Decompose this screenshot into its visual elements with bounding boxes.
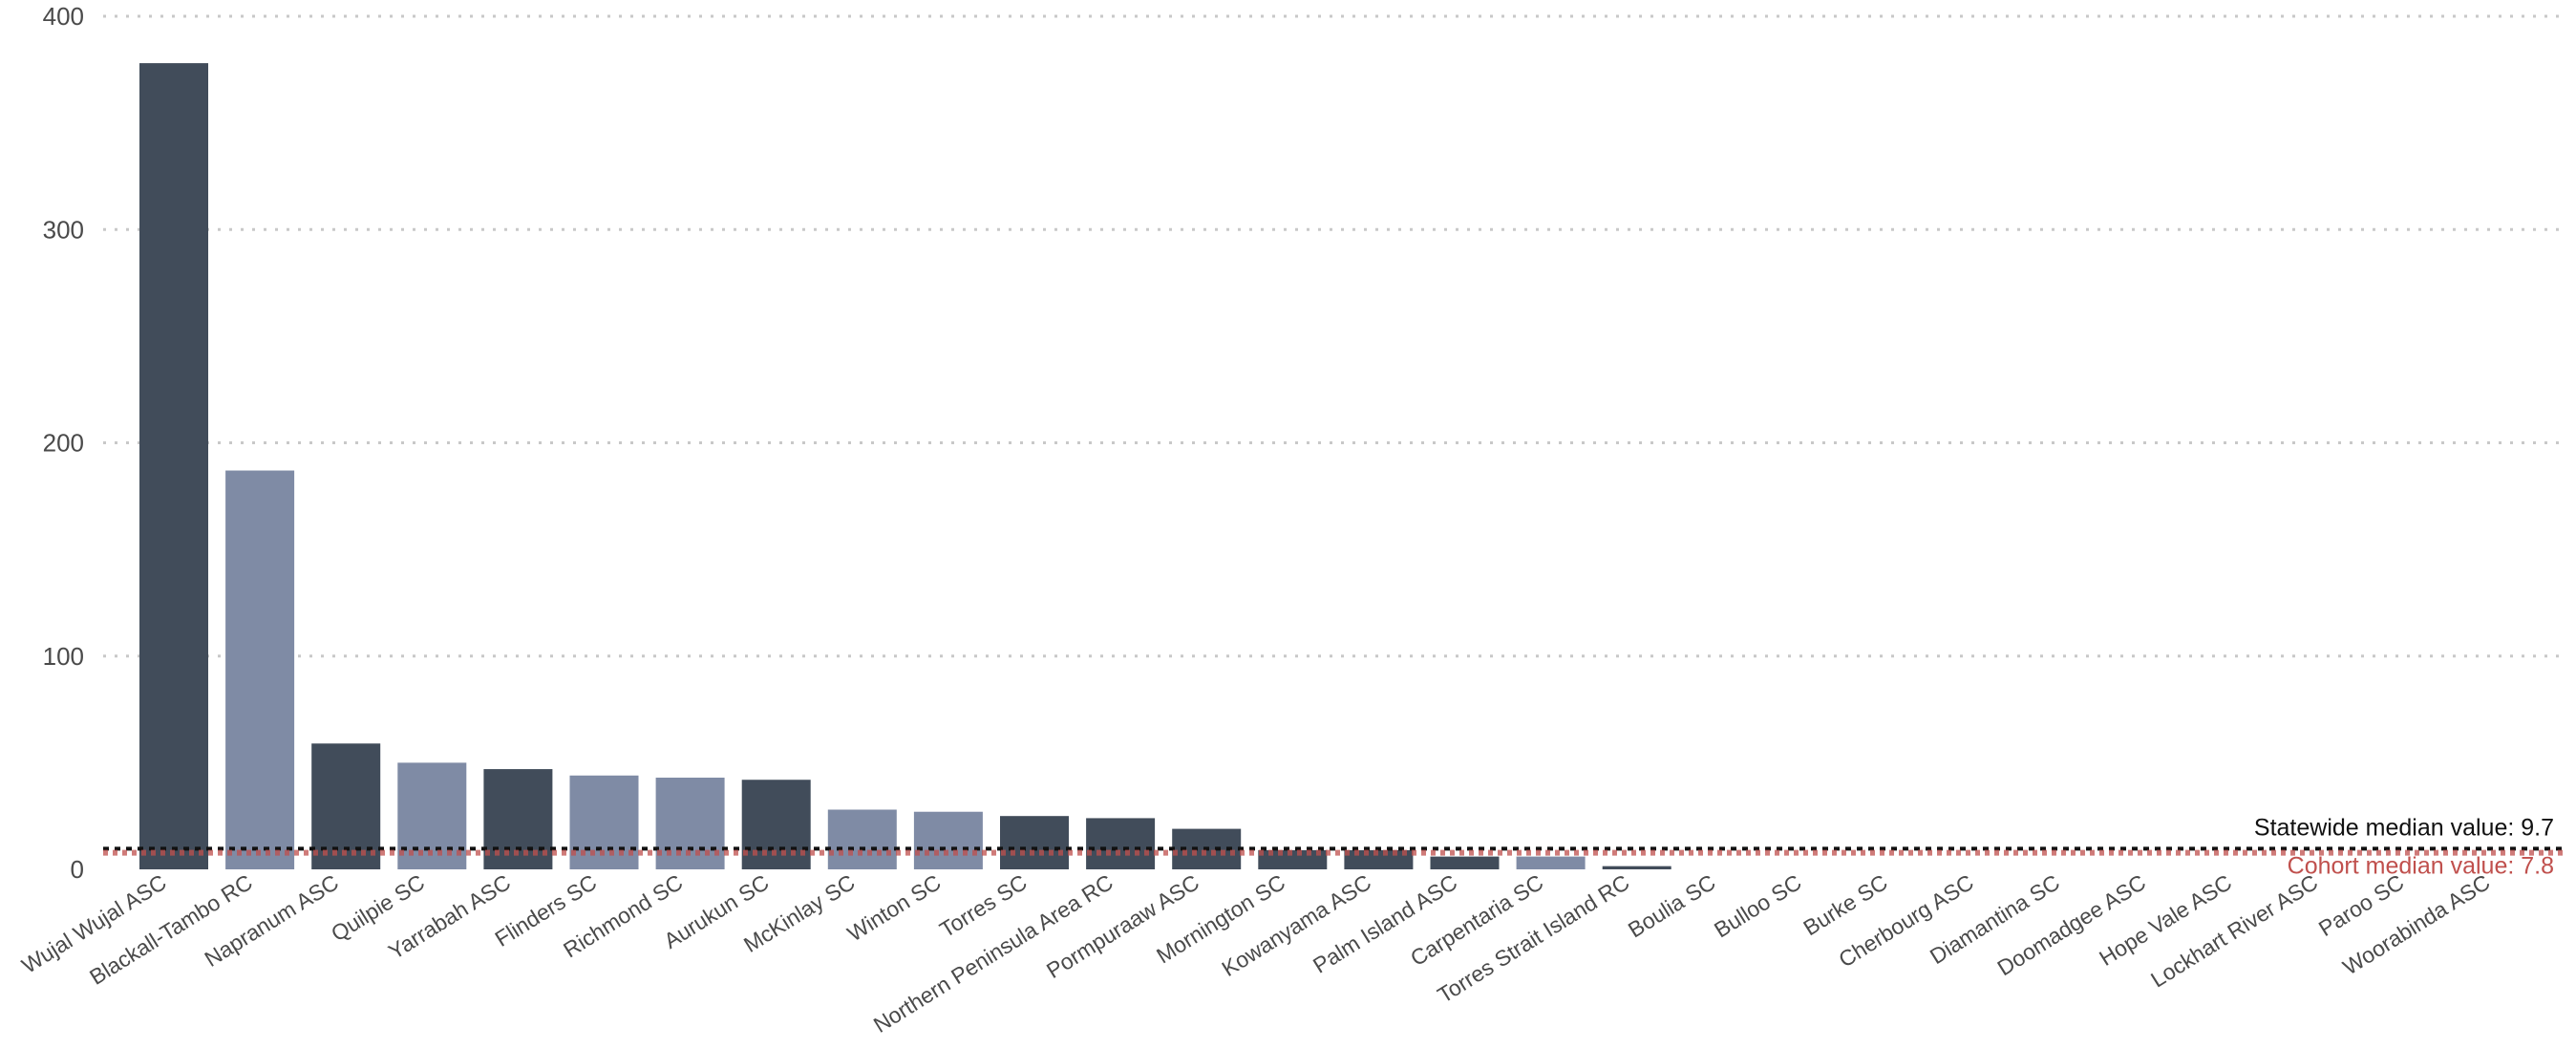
y-tick-label: 0 bbox=[71, 855, 84, 884]
statewide-median-label: Statewide median value: 9.7 bbox=[2254, 814, 2554, 841]
bar-palm-island-asc bbox=[1430, 856, 1500, 869]
x-tick-label: Winton SC bbox=[843, 869, 946, 946]
reference-lines: Statewide median value: 9.7 Cohort median… bbox=[103, 814, 2565, 880]
bar-northern-peninsula-area-rc bbox=[1086, 818, 1156, 869]
bar-winton-sc bbox=[913, 811, 983, 869]
x-tick-label: Bulloo SC bbox=[1710, 869, 1806, 942]
x-tick-label: Wujal Wujal ASC bbox=[17, 869, 170, 978]
x-tick-label: Boulia SC bbox=[1624, 869, 1720, 942]
y-tick-label: 300 bbox=[43, 215, 84, 244]
bar-torres-strait-island-rc bbox=[1602, 866, 1671, 869]
bar-aurukun-sc bbox=[741, 780, 811, 869]
cohort-median-label: Cohort median value: 7.8 bbox=[2288, 853, 2554, 880]
x-tick-label: Palm Island ASC bbox=[1309, 869, 1461, 978]
x-tick-label: Blackall-Tambo RC bbox=[85, 869, 257, 990]
bar-richmond-sc bbox=[655, 778, 725, 869]
bar-blackall-tambo-rc bbox=[225, 470, 295, 869]
y-tick-label: 200 bbox=[43, 429, 84, 458]
bar-wujal-wujal-asc bbox=[139, 63, 208, 870]
bar-torres-sc bbox=[1000, 816, 1069, 869]
y-axis-ticks: 0 100 200 300 400 bbox=[43, 2, 84, 884]
bars bbox=[139, 63, 1671, 870]
x-tick-label: Doomadgee ASC bbox=[1992, 869, 2150, 980]
bar-carpentaria-sc bbox=[1516, 856, 1586, 869]
x-tick-label: Kowanyama ASC bbox=[1217, 869, 1375, 981]
gridlines bbox=[103, 14, 2565, 658]
y-tick-label: 400 bbox=[43, 2, 84, 31]
x-tick-label: Pormpuraaw ASC bbox=[1042, 869, 1203, 983]
x-tick-label: Woorabinda ASC bbox=[2338, 869, 2494, 979]
y-tick-label: 100 bbox=[43, 642, 84, 671]
bar-mckinlay-sc bbox=[827, 809, 897, 869]
